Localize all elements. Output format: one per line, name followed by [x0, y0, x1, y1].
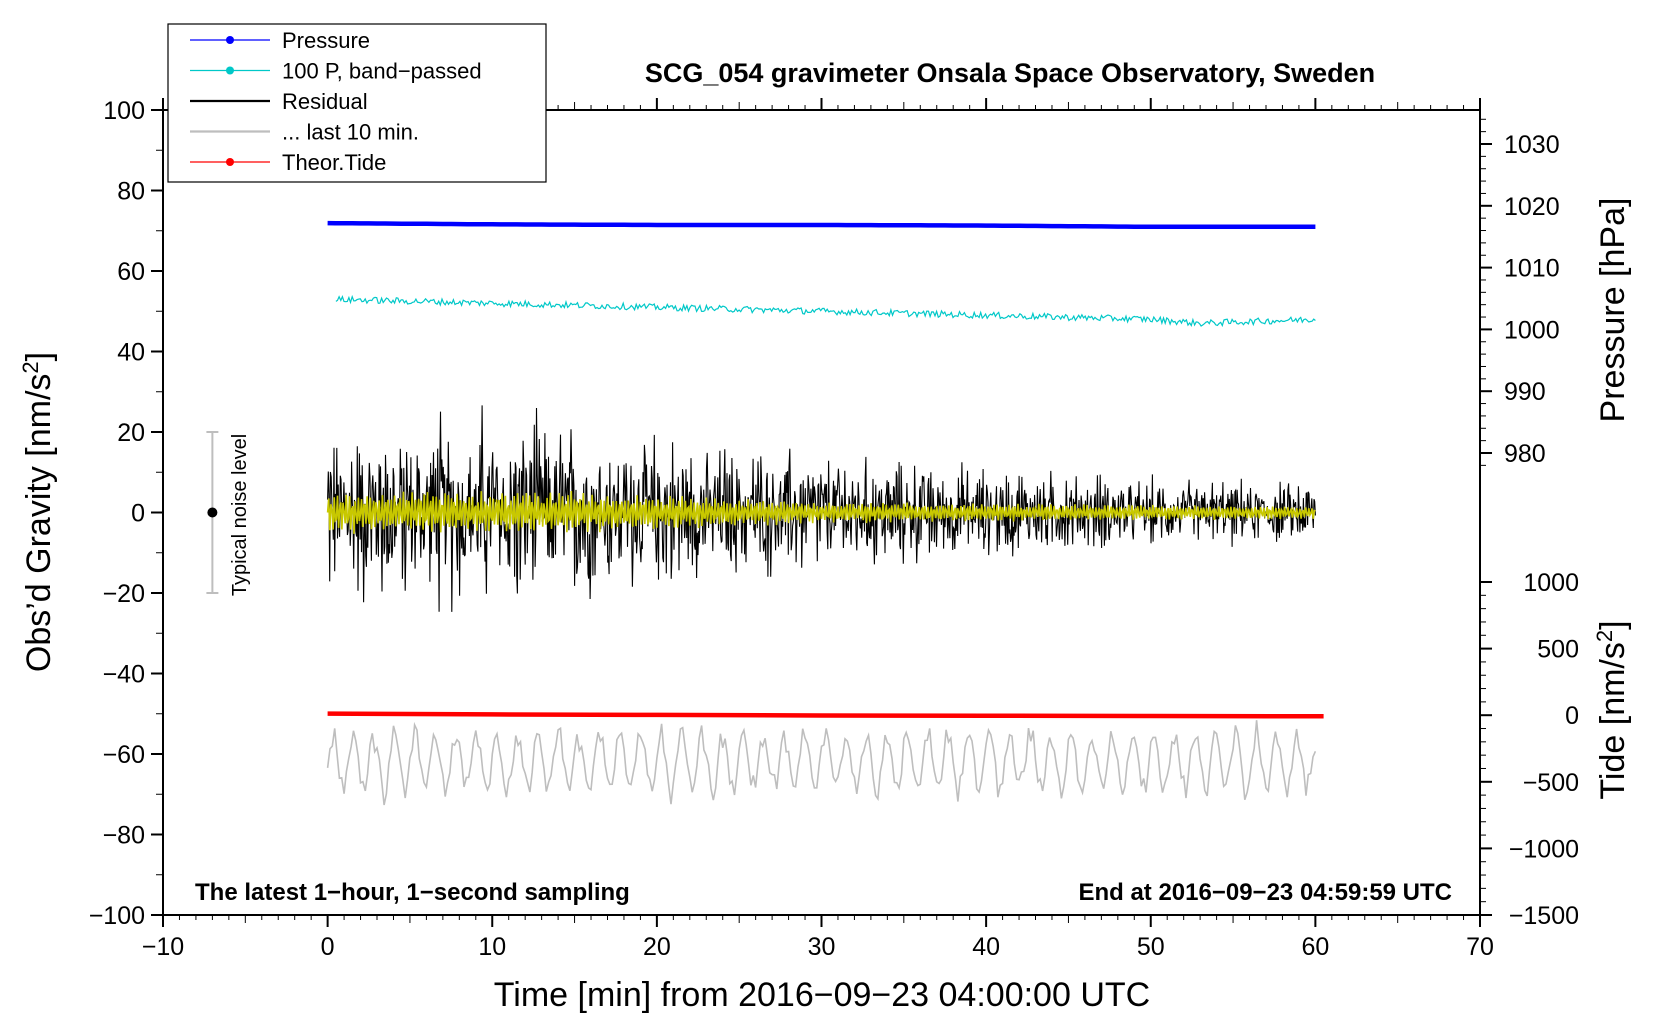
y-tick-label: 100 — [103, 97, 145, 125]
x-tick-label: 10 — [478, 933, 506, 961]
legend-label: Pressure — [282, 28, 370, 53]
y-tick-label: −20 — [103, 580, 145, 608]
pressure-axis-title: Pressure [hPa] — [1594, 198, 1632, 423]
pressure-tick-label: 1020 — [1504, 193, 1560, 221]
pressure-series — [327, 220, 1316, 230]
legend-label: Theor.Tide — [282, 150, 386, 175]
noise-label: Typical noise level — [229, 434, 251, 596]
x-tick-label: 40 — [972, 933, 1000, 961]
x-tick-label: 70 — [1466, 933, 1494, 961]
residual-filtered-series — [326, 490, 1316, 534]
legend-marker — [226, 66, 234, 75]
x-axis-ticks: −10 0 10 20 30 40 50 60 70 — [142, 98, 1494, 961]
annotation-left: The latest 1−hour, 1−second sampling — [195, 879, 630, 906]
tide-tick-label: −1500 — [1509, 902, 1579, 930]
pressure-tick-label: 990 — [1504, 378, 1546, 406]
last-10-min-series — [326, 720, 1317, 806]
residual-series — [327, 405, 1316, 612]
x-tick-label: 50 — [1137, 933, 1165, 961]
y-tick-label: 60 — [117, 258, 145, 286]
pressure-tick-label: 1000 — [1504, 316, 1560, 344]
x-tick-label: 60 — [1301, 933, 1329, 961]
y-tick-label: 20 — [117, 419, 145, 447]
legend: Pressure 100 P, band−passed Residual ... la… — [167, 23, 547, 183]
noise-indicator — [206, 431, 219, 594]
y-tick-label: 80 — [117, 178, 145, 206]
series-layer — [326, 220, 1324, 806]
tide-tick-label: 0 — [1565, 702, 1579, 730]
theoretical-tide-series — [327, 711, 1324, 719]
legend-marker — [226, 158, 234, 166]
chart-title: SCG_054 gravimeter Onsala Space Observat… — [645, 58, 1375, 88]
y-axis-ticks: −100 −80 −60 −40 −20 0 20 40 60 80 100 — [89, 97, 163, 930]
tide-tick-label: −1000 — [1509, 835, 1579, 863]
legend-marker — [226, 36, 234, 44]
legend-label: 100 P, band−passed — [282, 59, 482, 84]
y-tick-label: 40 — [117, 339, 145, 367]
annotation-right: End at 2016−09−23 04:59:59 UTC — [1078, 879, 1452, 906]
tide-tick-label: −500 — [1523, 769, 1579, 797]
x-axis-title: Time [min] from 2016−09−23 04:00:00 UTC — [494, 976, 1150, 1014]
y-tick-label: −80 — [103, 822, 145, 850]
pressure-axis-ticks: 980 990 1000 1010 1020 1030 — [1480, 118, 1560, 468]
pressure-tick-label: 1010 — [1504, 255, 1560, 283]
tide-axis-title: Tide [nm/s2] — [1592, 620, 1633, 799]
x-tick-label: 0 — [321, 933, 335, 961]
x-tick-label: 20 — [643, 933, 671, 961]
y-tick-label: −100 — [89, 902, 145, 930]
x-tick-label: −10 — [142, 933, 184, 961]
tide-tick-label: 500 — [1537, 636, 1579, 664]
y-tick-label: −60 — [103, 741, 145, 769]
x-tick-label: 30 — [808, 933, 836, 961]
pressure-tick-label: 980 — [1504, 440, 1546, 468]
y-tick-label: −40 — [103, 661, 145, 689]
tide-axis-ticks: −1500 −1000 −500 0 500 1000 — [1480, 569, 1579, 930]
legend-box — [167, 23, 547, 183]
tide-tick-label: 1000 — [1523, 569, 1579, 597]
pressure-tick-label: 1030 — [1504, 131, 1560, 159]
noise-center-dot — [207, 507, 218, 518]
y-tick-label: 0 — [131, 500, 145, 528]
y-axis-title-left: Obs’d Gravity [nm/s2] — [18, 352, 59, 672]
legend-label: ... last 10 min. — [282, 120, 419, 145]
legend-items: Pressure 100 P, band−passed Residual ... la… — [190, 28, 482, 175]
bandpassed-pressure-series — [335, 294, 1316, 328]
legend-label: Residual — [282, 89, 368, 114]
